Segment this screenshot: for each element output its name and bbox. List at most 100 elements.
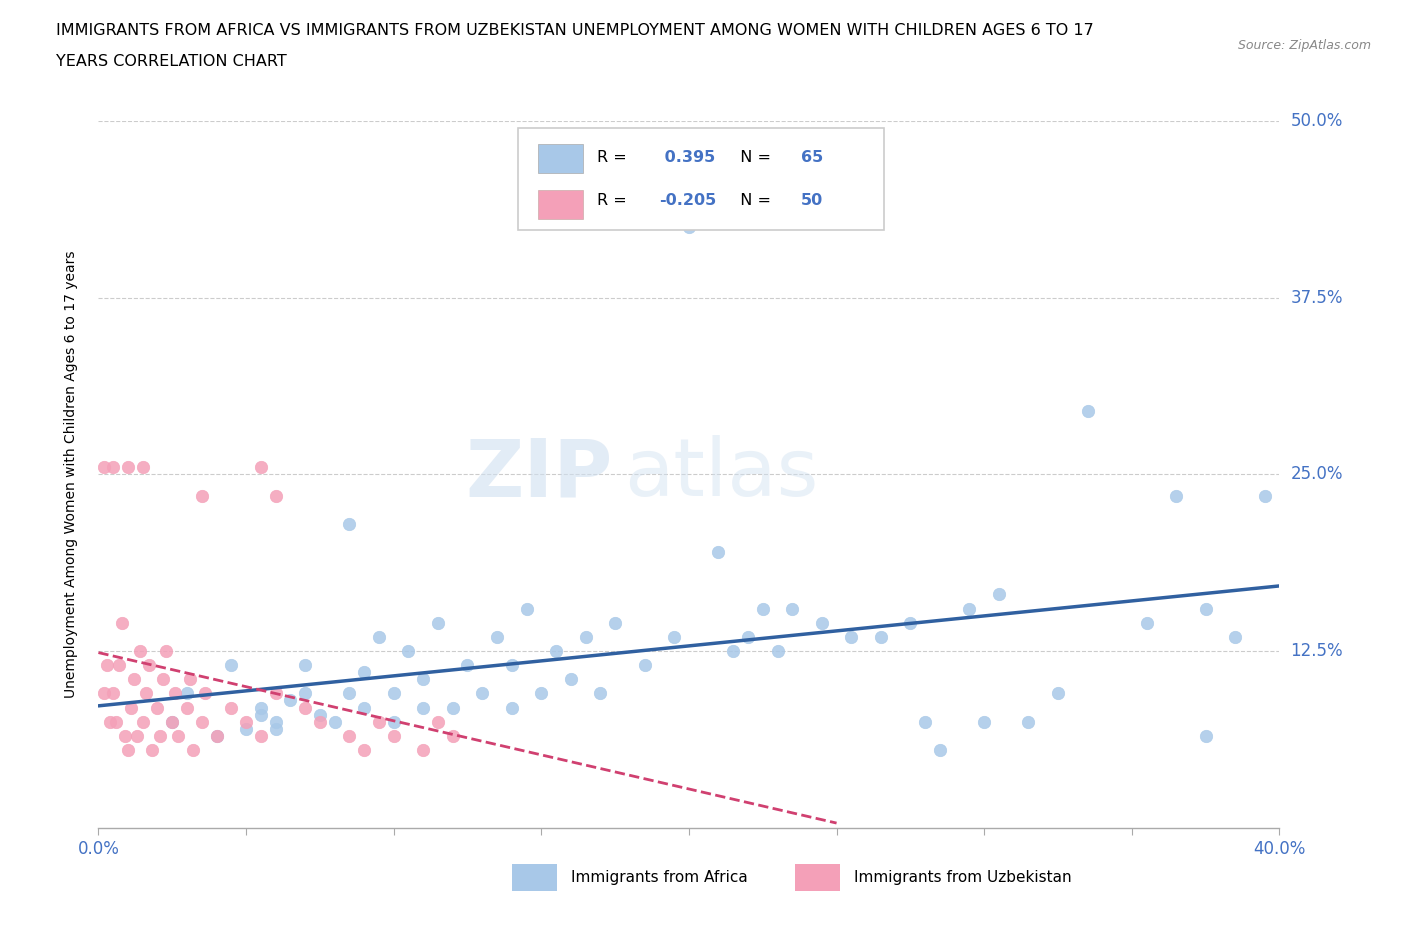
Point: [396, 644, 419, 658]
Point: [125, 728, 148, 743]
Point: [176, 700, 198, 715]
Point: [132, 459, 155, 474]
Point: [869, 630, 891, 644]
Point: [574, 630, 596, 644]
Point: [250, 700, 273, 715]
Point: [149, 728, 172, 743]
Point: [152, 671, 174, 686]
Text: YEARS CORRELATION CHART: YEARS CORRELATION CHART: [56, 54, 287, 69]
Point: [138, 658, 160, 672]
Point: [530, 686, 553, 701]
Point: [309, 714, 332, 729]
Point: [501, 658, 523, 672]
Point: [117, 459, 139, 474]
Point: [441, 728, 464, 743]
Point: [353, 742, 375, 757]
Point: [98, 714, 121, 729]
Point: [1254, 488, 1277, 503]
Point: [93, 686, 115, 701]
Point: [914, 714, 936, 729]
Point: [105, 714, 128, 729]
Point: [219, 658, 242, 672]
Point: [294, 686, 316, 701]
Point: [382, 686, 405, 701]
Point: [132, 714, 155, 729]
Point: [120, 700, 142, 715]
Point: [441, 700, 464, 715]
Point: [117, 742, 139, 757]
Point: [1135, 616, 1157, 631]
Text: IMMIGRANTS FROM AFRICA VS IMMIGRANTS FROM UZBEKISTAN UNEMPLOYMENT AMONG WOMEN WI: IMMIGRANTS FROM AFRICA VS IMMIGRANTS FRO…: [56, 23, 1094, 38]
Y-axis label: Unemployment Among Women with Children Ages 6 to 17 years: Unemployment Among Women with Children A…: [63, 250, 77, 698]
Text: ZIP: ZIP: [465, 435, 612, 513]
Point: [235, 722, 257, 737]
Point: [250, 707, 273, 722]
Point: [382, 714, 405, 729]
Point: [810, 616, 832, 631]
Point: [782, 601, 804, 616]
Text: 50: 50: [801, 193, 824, 207]
Point: [605, 616, 627, 631]
Point: [1164, 488, 1187, 503]
Point: [108, 658, 131, 672]
Text: N =: N =: [730, 193, 776, 207]
Point: [294, 700, 316, 715]
Point: [560, 671, 582, 686]
Point: [456, 658, 478, 672]
Point: [721, 644, 744, 658]
Point: [167, 728, 190, 743]
Text: Immigrants from Africa: Immigrants from Africa: [571, 870, 748, 885]
Text: 0.395: 0.395: [659, 151, 716, 166]
Point: [633, 658, 655, 672]
Point: [353, 665, 375, 680]
Point: [987, 587, 1010, 602]
Point: [839, 630, 862, 644]
Point: [337, 686, 360, 701]
Point: [264, 686, 287, 701]
Point: [412, 742, 434, 757]
Point: [973, 714, 995, 729]
Point: [412, 671, 434, 686]
Point: [1046, 686, 1069, 701]
Point: [165, 686, 187, 701]
Point: [1195, 728, 1218, 743]
Point: [309, 707, 332, 722]
Text: Source: ZipAtlas.com: Source: ZipAtlas.com: [1237, 39, 1371, 52]
Point: [181, 742, 204, 757]
Text: 50.0%: 50.0%: [1291, 112, 1343, 130]
Point: [928, 742, 950, 757]
Point: [1077, 404, 1099, 418]
Text: -0.205: -0.205: [659, 193, 717, 207]
Text: 12.5%: 12.5%: [1291, 642, 1343, 660]
Point: [219, 700, 242, 715]
Point: [128, 644, 150, 658]
Point: [486, 630, 509, 644]
Text: 37.5%: 37.5%: [1291, 288, 1343, 307]
Point: [179, 671, 201, 686]
Point: [766, 644, 789, 658]
Point: [337, 516, 360, 531]
Point: [135, 686, 157, 701]
Point: [235, 714, 257, 729]
Text: atlas: atlas: [624, 435, 818, 513]
Point: [1195, 601, 1218, 616]
Text: Immigrants from Uzbekistan: Immigrants from Uzbekistan: [855, 870, 1071, 885]
Text: 65: 65: [801, 151, 824, 166]
Point: [412, 700, 434, 715]
Point: [959, 601, 981, 616]
Point: [162, 714, 183, 729]
Point: [353, 700, 375, 715]
Point: [194, 686, 217, 701]
Point: [176, 686, 198, 701]
Text: 25.0%: 25.0%: [1291, 465, 1343, 484]
Point: [205, 728, 228, 743]
Text: R =: R =: [596, 193, 631, 207]
Point: [191, 714, 214, 729]
Point: [294, 658, 316, 672]
Point: [146, 700, 169, 715]
Point: [155, 644, 177, 658]
Point: [103, 686, 125, 701]
Point: [122, 671, 145, 686]
Text: N =: N =: [730, 151, 776, 166]
Point: [96, 658, 118, 672]
